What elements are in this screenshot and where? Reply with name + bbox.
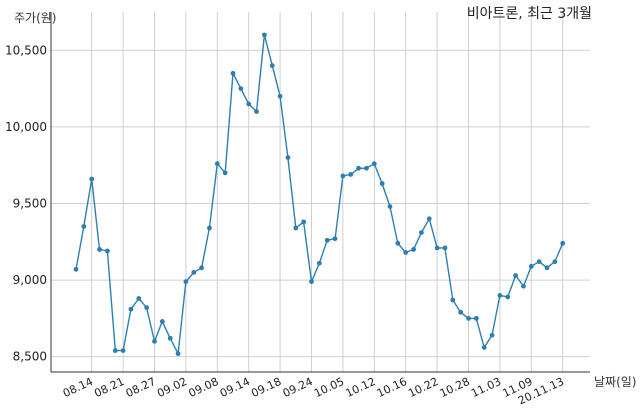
x-tick-label: 09.14 [218,375,252,400]
data-point[interactable] [473,315,479,321]
data-point[interactable] [175,351,181,357]
data-point[interactable] [254,109,259,114]
data-point[interactable] [97,247,102,252]
data-point[interactable] [214,161,220,167]
x-tick-label: 09.18 [249,375,283,400]
data-point[interactable] [309,279,314,285]
data-point[interactable] [324,237,330,243]
x-tick-label: 10.12 [344,375,378,400]
data-point[interactable] [458,309,464,315]
data-point[interactable] [489,332,495,338]
data-point[interactable] [191,270,197,275]
data-point[interactable] [81,224,87,229]
data-point[interactable] [105,248,110,254]
data-point[interactable] [411,247,416,252]
data-point[interactable] [426,216,432,222]
data-point[interactable] [89,176,95,182]
data-point[interactable] [332,236,338,242]
data-point[interactable] [183,279,189,285]
data-point[interactable] [73,266,79,272]
data-point[interactable] [521,283,526,289]
data-point[interactable] [505,294,511,300]
data-point[interactable] [379,181,385,186]
data-point[interactable] [340,173,346,179]
data-point[interactable] [513,273,518,278]
y-tick-label: 10,000 [5,120,47,134]
data-point[interactable] [199,265,205,271]
x-tick-label: 10.22 [406,375,440,400]
data-point[interactable] [387,204,393,209]
data-point[interactable] [222,170,228,176]
series [73,32,566,357]
data-point[interactable] [536,259,542,265]
x-tick-label: 08.14 [61,375,95,400]
data-point[interactable] [481,345,487,350]
y-axis-title: 주가(원) [14,11,56,25]
data-point[interactable] [128,306,134,312]
labels: 8,500 9,000 9,500 10,000 10,500 08.1408.2108.… [5,43,566,407]
data-point[interactable] [159,319,165,324]
data-point[interactable] [442,245,448,251]
data-point[interactable] [207,225,212,231]
y-tick-label: 9,500 [13,196,47,210]
x-tick-label: 08.21 [92,375,126,400]
data-point[interactable] [167,335,173,341]
data-point[interactable] [152,338,157,344]
data-point[interactable] [285,155,291,160]
x-tick-label: 09.08 [187,375,221,400]
data-point[interactable] [262,32,267,38]
x-axis-title: 날짜(일) [594,375,636,389]
data-point[interactable] [497,293,503,298]
chart-title: 비아트론, 최근 3개월 [467,6,592,22]
x-tick-label: 08.27 [124,375,158,400]
data-point[interactable] [301,219,307,225]
data-point[interactable] [371,161,377,167]
data-point[interactable] [364,165,369,171]
data-point[interactable] [552,259,558,265]
x-tick-label: 09.24 [281,375,315,400]
data-point[interactable] [466,315,471,321]
axes [50,12,590,373]
data-point[interactable] [419,230,424,235]
data-point[interactable] [348,171,354,177]
data-point[interactable] [544,265,550,271]
x-tick-label: 10.28 [438,375,472,400]
x-tick-label: 10.16 [375,375,409,400]
data-point[interactable] [403,250,409,255]
data-point[interactable] [395,240,401,246]
data-point[interactable] [230,70,236,76]
data-point[interactable] [269,63,275,69]
x-tick-label: 10.05 [312,375,346,400]
data-point[interactable] [560,240,566,246]
data-point[interactable] [136,296,142,301]
data-point[interactable] [144,305,150,311]
y-tick-label: 9,000 [13,273,47,287]
data-point[interactable] [238,86,244,91]
series-line [75,34,564,355]
data-point[interactable] [316,260,322,266]
data-point[interactable] [450,297,456,303]
x-tick-label: 11.03 [469,375,503,400]
data-point[interactable] [246,101,252,107]
grid [51,12,590,372]
data-point[interactable] [277,93,283,99]
y-tick-label: 8,500 [13,350,47,364]
x-tick-label: 09.02 [155,375,189,400]
y-tick-label: 10,500 [5,43,47,57]
data-point[interactable] [434,245,440,251]
data-point[interactable] [356,165,361,171]
data-point[interactable] [112,348,118,353]
data-point[interactable] [293,225,299,231]
data-point[interactable] [528,263,534,269]
data-point[interactable] [120,348,126,353]
